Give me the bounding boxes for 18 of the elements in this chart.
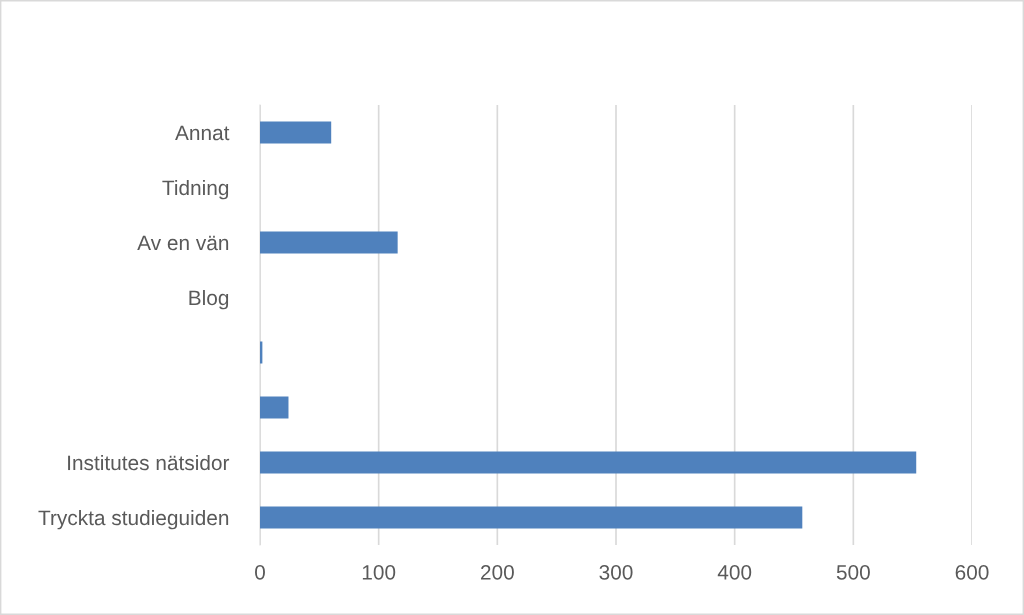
y-tick-label: Annat xyxy=(175,125,230,141)
bar xyxy=(260,396,289,419)
bar xyxy=(260,506,803,529)
x-tick-label: 400 xyxy=(717,564,752,580)
x-tick-label: 300 xyxy=(599,564,633,580)
y-tick-label: Blog xyxy=(189,289,229,310)
bar xyxy=(260,451,917,474)
bar xyxy=(260,121,332,144)
x-tick-label: 500 xyxy=(836,564,870,580)
y-tick-label: Institutes nätsidor xyxy=(68,454,230,471)
x-tick-label: 0 xyxy=(255,564,265,580)
y-tick-label: Tryckta studieguiden xyxy=(38,509,229,530)
y-tick-label: Av en vän xyxy=(137,235,229,251)
x-tick-label: 200 xyxy=(481,564,514,580)
x-tick-label: 100 xyxy=(362,564,396,580)
y-tick-label: Tidning xyxy=(162,179,229,200)
bar xyxy=(260,231,398,254)
x-tick-label: 600 xyxy=(955,564,989,580)
